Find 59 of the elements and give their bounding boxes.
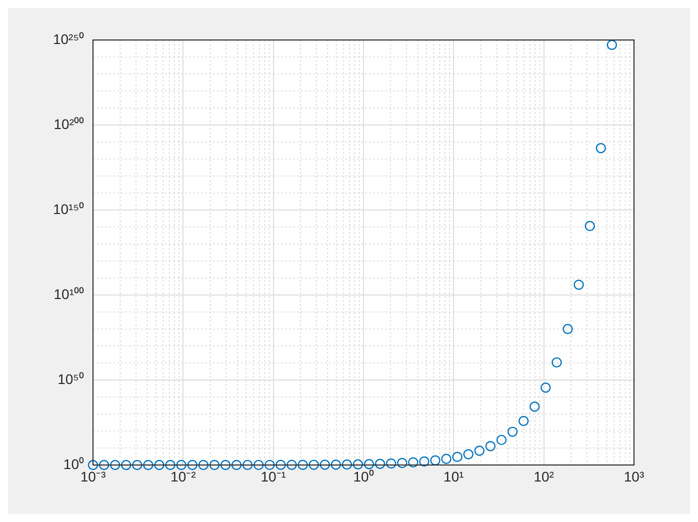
- point: [132, 460, 142, 470]
- point: [320, 460, 330, 470]
- point: [110, 460, 120, 470]
- point: [596, 143, 606, 154]
- x-tick-label: 10⁻¹: [260, 468, 286, 484]
- point: [198, 460, 209, 470]
- point: [430, 455, 440, 466]
- point: [330, 460, 341, 470]
- point: [209, 460, 220, 470]
- point: [606, 40, 618, 50]
- point: [463, 449, 474, 460]
- y-tick-label: 10⁵⁰: [58, 370, 84, 387]
- point: [518, 416, 529, 426]
- point: [452, 452, 462, 462]
- point: [264, 460, 275, 470]
- point: [298, 460, 308, 470]
- point: [187, 460, 198, 470]
- point: [342, 459, 352, 470]
- point: [474, 446, 485, 456]
- point: [176, 460, 186, 470]
- point: [441, 454, 452, 464]
- point: [540, 382, 551, 393]
- point: [286, 460, 297, 470]
- point: [352, 459, 364, 470]
- x-tick-label: 10⁰: [353, 468, 374, 484]
- point: [386, 458, 396, 469]
- point: [254, 460, 264, 470]
- point: [562, 324, 573, 334]
- point: [242, 460, 253, 470]
- point: [584, 220, 595, 232]
- x-tick-label: 10³: [624, 468, 644, 484]
- y-tick-label: 10²⁵⁰: [52, 30, 84, 47]
- point: [485, 441, 496, 452]
- point: [276, 460, 286, 470]
- y-tick-label: 10¹⁵⁰: [52, 200, 84, 217]
- point: [374, 458, 386, 469]
- x-tick-label: 10²: [534, 468, 554, 484]
- point: [408, 457, 418, 468]
- point: [98, 460, 110, 470]
- point: [88, 460, 98, 470]
- point: [507, 426, 518, 437]
- point: [419, 456, 430, 467]
- point: [154, 460, 164, 470]
- y-tick-label: 10¹⁰⁰: [54, 286, 84, 302]
- x-tick-label: 10⁻²: [170, 468, 196, 484]
- point: [574, 280, 584, 290]
- point: [231, 460, 242, 470]
- point: [397, 458, 408, 468]
- point: [552, 357, 562, 368]
- point: [496, 434, 507, 446]
- x-tick-label: 10¹: [444, 468, 464, 484]
- point: [530, 402, 540, 412]
- point: [121, 460, 132, 470]
- point: [308, 460, 319, 470]
- point: [143, 460, 154, 470]
- point: [220, 460, 231, 470]
- point: [364, 459, 374, 470]
- point: [165, 460, 176, 470]
- y-tick-label: 10²⁰⁰: [54, 116, 84, 132]
